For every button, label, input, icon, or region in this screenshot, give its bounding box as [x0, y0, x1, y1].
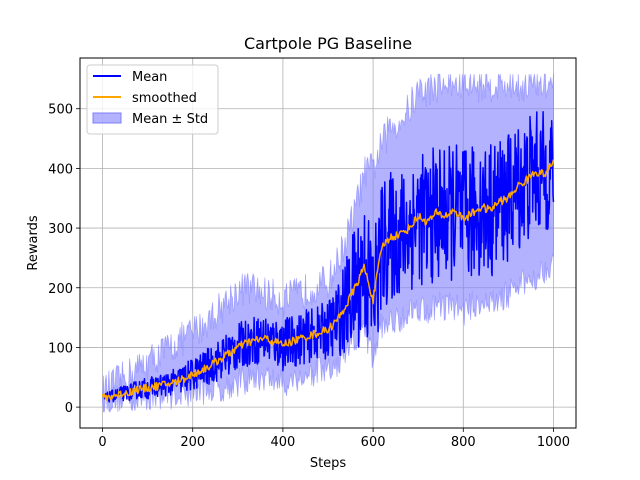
smoothed-line-layer: [101, 159, 555, 402]
y-tick-label: 100: [48, 341, 73, 356]
y-axis-ticks: 0 100 200 300 400 500: [48, 103, 80, 416]
smoothed-line: [101, 159, 555, 402]
y-tick-label: 400: [48, 162, 73, 177]
y-axis-label: Rewards: [26, 215, 41, 270]
x-tick-label: 600: [361, 435, 386, 450]
x-tick-label: 1000: [537, 435, 570, 450]
legend-std-swatch: [92, 112, 122, 124]
legend-smoothed-label: smoothed: [132, 91, 197, 106]
legend-mean-label: Mean: [132, 70, 167, 85]
y-tick-label: 500: [48, 103, 73, 118]
x-axis-ticks: 0 200 400 600 800 1000: [98, 428, 570, 450]
x-tick-label: 800: [451, 435, 476, 450]
x-tick-label: 200: [180, 435, 205, 450]
y-tick-label: 300: [48, 222, 73, 237]
std-band: [102, 73, 554, 413]
legend-std-label: Mean ± Std: [132, 112, 208, 127]
plot-frame: [79, 57, 577, 429]
x-tick-label: 400: [270, 435, 295, 450]
y-tick-label: 0: [65, 401, 73, 416]
x-axis-label: Steps: [310, 456, 347, 471]
chart-title: Cartpole PG Baseline: [244, 34, 412, 53]
y-tick-label: 200: [48, 282, 73, 297]
x-tick-label: 0: [98, 435, 106, 450]
legend: Mean smoothed Mean ± Std: [86, 64, 219, 135]
std-band-layer: [102, 73, 554, 413]
